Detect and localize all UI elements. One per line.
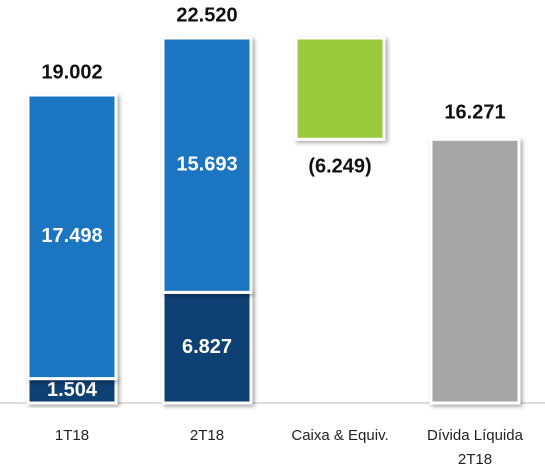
x-tick-label: 1T18 <box>54 427 90 444</box>
bar <box>26 93 118 381</box>
value-label: (6.249) <box>308 156 371 178</box>
bar <box>294 36 386 141</box>
value-label: 1.504 <box>47 379 98 401</box>
total-label: 22.520 <box>176 4 237 26</box>
x-tick-label: Caixa & Equiv. <box>291 427 389 444</box>
value-label: 17.498 <box>41 225 102 247</box>
x-tick-label: Dívida Líquida 2T18 <box>427 427 523 468</box>
x-tick-label: 2T18 <box>189 427 225 444</box>
bar <box>429 137 521 405</box>
total-label: 19.002 <box>41 61 102 83</box>
value-label: 15.693 <box>176 153 237 175</box>
bar <box>161 36 253 294</box>
value-label: 6.827 <box>182 336 232 358</box>
bar <box>26 377 118 405</box>
value-label: 16.271 <box>444 102 505 124</box>
